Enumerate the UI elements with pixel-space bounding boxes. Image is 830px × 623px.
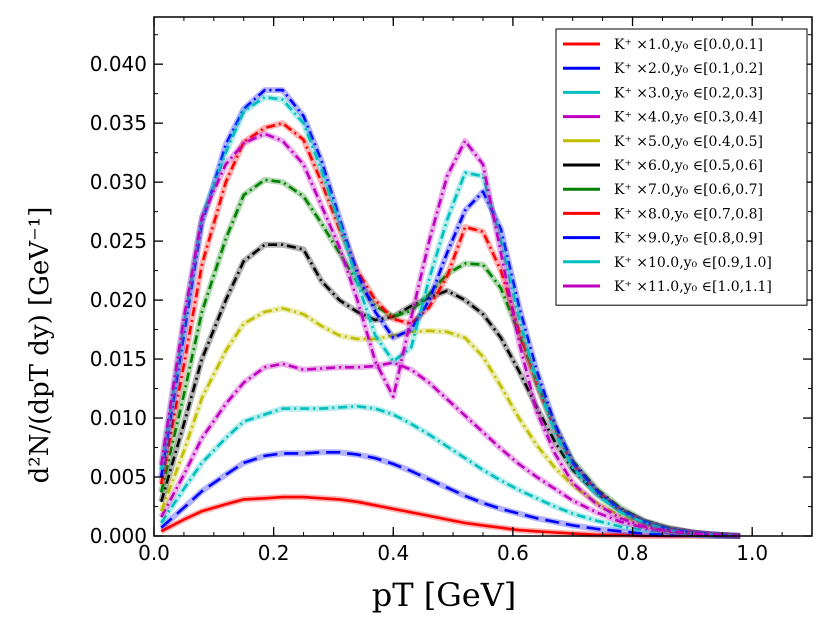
y-axis-label-group: d²N/(dpT dy) [GeV⁻¹] [25, 207, 55, 484]
series-line-10 [159, 95, 741, 538]
legend-label: K⁺ ×9.0,y₀ ∈[0.8,0.9] [614, 231, 763, 247]
legend-label: K⁺ ×1.0,y₀ ∈[0.0,0.1] [614, 37, 763, 53]
legend-box [555, 28, 808, 306]
x-tick-label: 0.6 [497, 541, 529, 565]
series-line-1 [160, 495, 741, 538]
legend-label: K⁺ ×7.0,y₀ ∈[0.6,0.7] [614, 182, 763, 198]
series-line-7 [159, 178, 741, 538]
legend-label: K⁺ ×2.0,y₀ ∈[0.1,0.2] [614, 61, 763, 77]
legend-label: K⁺ ×8.0,y₀ ∈[0.7,0.8] [614, 206, 763, 222]
y-tick-label: 0.030 [90, 170, 147, 194]
x-tick-label: 0.0 [138, 541, 170, 565]
y-axis-label: d²N/(dpT dy) [GeV⁻¹] [25, 207, 55, 484]
legend-label: K⁺ ×5.0,y₀ ∈[0.4,0.5] [614, 134, 763, 150]
series-line-5 [159, 306, 741, 538]
x-tick-label: 0.8 [617, 541, 649, 565]
y-tick-label: 0.025 [90, 229, 147, 253]
y-tick-label: 0.005 [90, 465, 147, 489]
legend-label: K⁺ ×10.0,y₀ ∈[0.9,1.0] [614, 255, 772, 271]
y-tick-label: 0.035 [90, 111, 147, 135]
y-tick-label: 0.010 [90, 406, 147, 430]
y-tick-label: 0.020 [90, 288, 147, 312]
y-tick-label: 0.040 [90, 52, 147, 76]
x-tick-label: 1.0 [736, 541, 768, 565]
y-tick-label: 0.015 [90, 347, 147, 371]
series-line-11 [159, 132, 741, 538]
series-line-9 [159, 88, 741, 538]
series-layer [158, 87, 741, 539]
legend-label: K⁺ ×6.0,y₀ ∈[0.5,0.6] [614, 158, 763, 174]
series-line-4 [160, 361, 741, 538]
legend-label: K⁺ ×3.0,y₀ ∈[0.2,0.3] [614, 85, 763, 101]
legend-label: K⁺ ×4.0,y₀ ∈[0.3,0.4] [614, 110, 763, 126]
x-tick-label: 0.4 [377, 541, 409, 565]
legend-label: K⁺ ×11.0,y₀ ∈[1.0,1.1] [614, 279, 772, 295]
x-axis-label: pT [GeV] [372, 576, 517, 614]
series-line-3 [160, 404, 741, 538]
series-line-8 [159, 121, 741, 538]
series-line-2 [160, 450, 741, 538]
legend: K⁺ ×1.0,y₀ ∈[0.0,0.1] K⁺ ×2.0,y₀ ∈[0.1,0.… [555, 28, 808, 306]
y-tick-label: 0.000 [90, 524, 147, 548]
ticks-layer: 0.0 0.2 0.4 0.6 0.8 1.0 0.000 0.005 0.010 0.015 0.… [90, 17, 812, 565]
x-tick-label: 0.2 [258, 541, 290, 565]
